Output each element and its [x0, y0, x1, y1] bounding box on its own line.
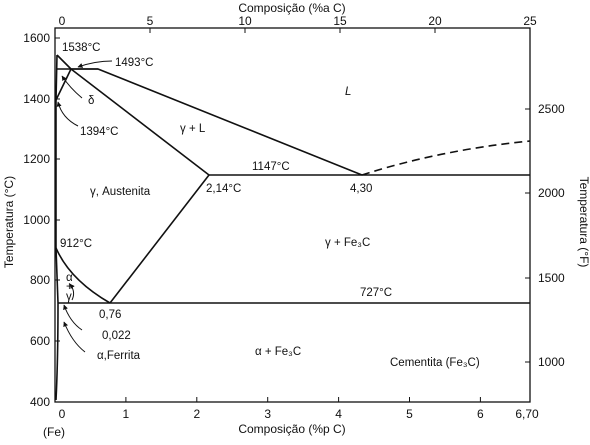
annotation-arrows — [56, 60, 113, 353]
left-tick: 400 — [30, 395, 50, 409]
right-tick: 2500 — [538, 102, 565, 116]
bottom-tick: 4 — [335, 407, 342, 421]
right-tick: 1500 — [538, 271, 565, 285]
phase-gamma-small: γ — [66, 291, 72, 303]
label-727: 727°C — [360, 287, 392, 299]
arrow-0022 — [63, 304, 83, 331]
arrow-alpha-gamma — [69, 283, 75, 301]
right-tick: 1000 — [538, 355, 565, 369]
a3-line — [55, 247, 111, 304]
ferrite-solvus — [55, 302, 59, 401]
bottom-axis-title: Composição (%p C) — [238, 422, 345, 436]
left-tick: 800 — [30, 273, 50, 287]
plot-frame — [54, 27, 531, 403]
label-1493: 1493°C — [115, 57, 154, 69]
phase-labels: L δ γ + L γ, Austenita γ + Fe₃C α + Fe₃C… — [66, 86, 480, 369]
bottom-tick: 6,70 — [515, 407, 539, 421]
left-axis-title: Temperatura (°C) — [2, 176, 16, 268]
left-tick: 1600 — [23, 31, 50, 45]
label-1394: 1394°C — [80, 126, 119, 138]
label-912: 912°C — [60, 238, 92, 250]
phase-alpha: α — [66, 272, 73, 284]
top-tick: 0 — [59, 14, 66, 28]
left-tick: 1400 — [23, 92, 50, 106]
top-tick: 25 — [523, 14, 537, 28]
right-axis-title: Temperatura (°F) — [577, 177, 590, 268]
right-tick: 2000 — [538, 186, 565, 200]
phase-liquid: L — [345, 86, 351, 98]
left-tick-labels: 400 600 800 1000 1200 1400 1600 — [23, 31, 50, 409]
point-labels: 1538°C 1493°C 1394°C 1147°C 912°C 727°C … — [60, 42, 392, 342]
label-1147: 1147°C — [252, 161, 290, 173]
fe-label: (Fe) — [43, 425, 65, 439]
phase-austenite: γ, Austenita — [90, 186, 151, 198]
left-tick: 1200 — [23, 152, 50, 166]
solidus-line — [70, 68, 210, 176]
arrow-delta — [61, 75, 83, 99]
arrow-1493 — [77, 60, 113, 68]
bottom-tick: 6 — [477, 407, 484, 421]
phase-ferrite: α,Ferrita — [97, 350, 141, 362]
label-076: 0,76 — [99, 309, 121, 321]
acm-line — [109, 174, 210, 304]
label-214: 2,14°C — [206, 183, 241, 195]
phase-cementite: Cementita (Fe₃C) — [390, 357, 480, 369]
right-tick-labels: 1000 1500 2000 2500 — [538, 102, 565, 369]
label-430: 4,30 — [350, 183, 372, 195]
left-tick: 600 — [30, 334, 50, 348]
liquidus-line — [56, 54, 363, 176]
liquidus-dashed-line — [361, 140, 531, 176]
phase-gamma-liquid: γ + L — [180, 123, 206, 135]
label-1538: 1538°C — [62, 42, 101, 54]
bottom-tick: 1 — [123, 407, 130, 421]
bottom-tick: 5 — [406, 407, 413, 421]
top-tick: 20 — [428, 14, 442, 28]
phase-gamma-cementite: γ + Fe₃C — [325, 237, 370, 249]
top-tick-labels: 0 5 10 15 20 25 — [59, 14, 537, 28]
ferrite-boundary — [55, 247, 59, 304]
arrow-1394 — [56, 101, 79, 127]
label-0022: 0,022 — [102, 330, 131, 342]
phase-plus: + — [66, 281, 73, 293]
phase-delta: δ — [88, 95, 94, 107]
left-tick: 1000 — [23, 213, 50, 227]
arrow-ferrita — [63, 321, 86, 353]
phase-alpha-cementite: α + Fe₃C — [255, 346, 301, 358]
bottom-tick: 0 — [59, 407, 66, 421]
top-tick: 10 — [238, 14, 252, 28]
top-tick: 5 — [147, 14, 154, 28]
top-tick: 15 — [333, 14, 347, 28]
bottom-tick: 3 — [264, 407, 271, 421]
bottom-tick-labels: 0 1 2 3 4 5 6 6,70 — [59, 407, 539, 421]
top-axis-title: Composição (%a C) — [238, 1, 345, 15]
bottom-tick: 2 — [193, 407, 200, 421]
